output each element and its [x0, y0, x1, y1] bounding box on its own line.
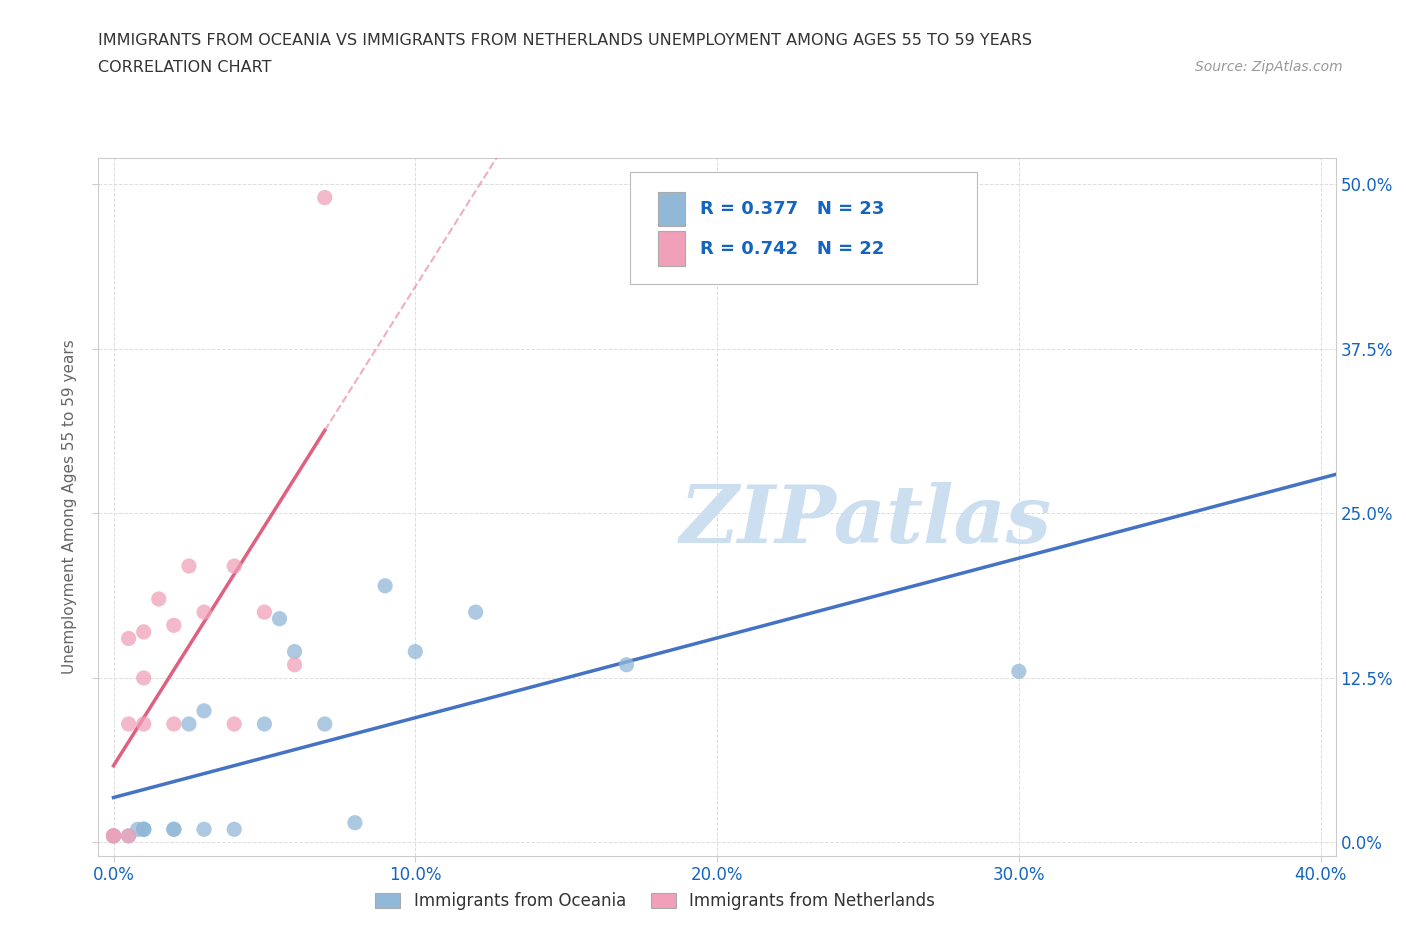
Point — [117, 829, 139, 844]
Point — [314, 716, 336, 731]
Point — [253, 604, 276, 619]
Point — [117, 829, 139, 844]
Point — [224, 716, 246, 731]
Point — [374, 578, 396, 593]
Point — [103, 829, 125, 844]
Point — [224, 559, 246, 574]
Text: ZIPatlas: ZIPatlas — [679, 482, 1052, 560]
Point — [193, 703, 215, 718]
Point — [103, 829, 125, 844]
Point — [103, 829, 125, 844]
Point — [132, 624, 155, 639]
Point — [117, 716, 139, 731]
Point — [132, 822, 155, 837]
Point — [314, 190, 336, 205]
FancyBboxPatch shape — [630, 172, 977, 284]
Point — [1008, 664, 1031, 679]
Point — [177, 716, 200, 731]
Point — [464, 604, 486, 619]
Point — [163, 716, 186, 731]
Point — [177, 559, 200, 574]
Point — [117, 631, 139, 646]
Point — [404, 644, 426, 659]
Point — [193, 822, 215, 837]
Point — [284, 658, 307, 672]
Point — [132, 822, 155, 837]
Point — [163, 618, 186, 632]
Text: Source: ZipAtlas.com: Source: ZipAtlas.com — [1195, 60, 1343, 74]
Point — [132, 671, 155, 685]
Point — [269, 611, 291, 626]
Point — [103, 829, 125, 844]
Point — [343, 816, 366, 830]
Text: IMMIGRANTS FROM OCEANIA VS IMMIGRANTS FROM NETHERLANDS UNEMPLOYMENT AMONG AGES 5: IMMIGRANTS FROM OCEANIA VS IMMIGRANTS FR… — [98, 33, 1032, 47]
Point — [163, 822, 186, 837]
Point — [284, 644, 307, 659]
Text: R = 0.377   N = 23: R = 0.377 N = 23 — [700, 200, 884, 218]
Legend: Immigrants from Oceania, Immigrants from Netherlands: Immigrants from Oceania, Immigrants from… — [368, 885, 942, 917]
Text: CORRELATION CHART: CORRELATION CHART — [98, 60, 271, 75]
Bar — [658, 192, 685, 227]
Point — [193, 604, 215, 619]
Y-axis label: Unemployment Among Ages 55 to 59 years: Unemployment Among Ages 55 to 59 years — [62, 339, 77, 674]
Point — [132, 716, 155, 731]
Point — [163, 822, 186, 837]
Point — [224, 822, 246, 837]
Point — [148, 591, 170, 606]
Point — [616, 658, 638, 672]
Bar — [658, 232, 685, 266]
Point — [253, 716, 276, 731]
Text: R = 0.742   N = 22: R = 0.742 N = 22 — [700, 240, 884, 258]
Point — [132, 822, 155, 837]
Point — [127, 822, 149, 837]
